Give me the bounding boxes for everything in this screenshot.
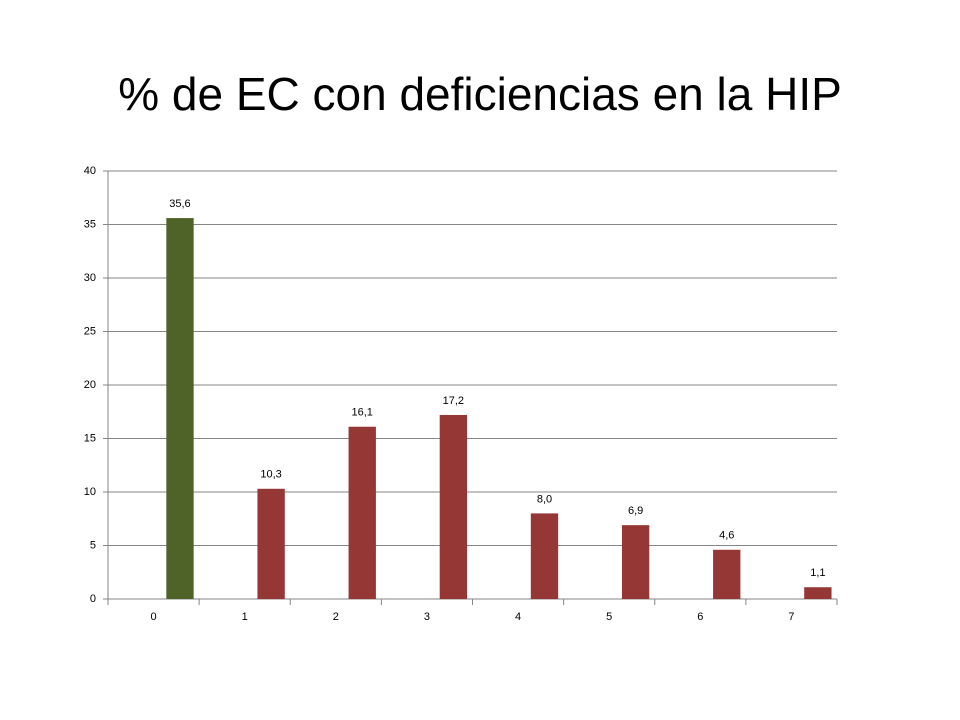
x-tick-label: 3 bbox=[424, 611, 430, 623]
value-label: 17,2 bbox=[443, 395, 464, 407]
bar bbox=[621, 525, 650, 599]
x-tick-label: 0 bbox=[151, 611, 157, 623]
y-tick-label: 5 bbox=[90, 539, 96, 551]
value-label: 10,3 bbox=[260, 469, 281, 481]
chart-title: % de EC con deficiencias en la HIP bbox=[118, 68, 842, 120]
y-tick-label: 25 bbox=[84, 325, 96, 337]
x-tick-label: 6 bbox=[697, 611, 703, 623]
value-label: 6,9 bbox=[628, 505, 643, 517]
value-label: 1,1 bbox=[810, 567, 825, 579]
x-tick-label: 2 bbox=[333, 611, 339, 623]
bar bbox=[348, 426, 376, 599]
x-tick-label: 1 bbox=[242, 611, 248, 623]
value-label: 16,1 bbox=[352, 407, 373, 419]
y-tick-label: 10 bbox=[84, 486, 96, 498]
bar bbox=[713, 549, 741, 599]
value-label: 35,6 bbox=[169, 198, 190, 210]
x-tick-label: 4 bbox=[515, 611, 521, 623]
value-label: 8,0 bbox=[537, 493, 552, 505]
y-tick-label: 40 bbox=[84, 165, 96, 177]
bar bbox=[530, 513, 559, 599]
y-tick-label: 20 bbox=[84, 379, 96, 391]
y-tick-label: 15 bbox=[84, 432, 96, 444]
y-tick-label: 35 bbox=[84, 218, 96, 230]
x-tick-label: 7 bbox=[788, 611, 794, 623]
bar bbox=[804, 587, 832, 599]
y-tick-label: 30 bbox=[84, 272, 96, 284]
bar bbox=[257, 488, 285, 599]
bar bbox=[166, 218, 194, 599]
bar bbox=[439, 414, 468, 599]
y-tick-label: 0 bbox=[90, 593, 96, 605]
x-tick-label: 5 bbox=[606, 611, 612, 623]
value-label: 4,6 bbox=[719, 530, 734, 542]
